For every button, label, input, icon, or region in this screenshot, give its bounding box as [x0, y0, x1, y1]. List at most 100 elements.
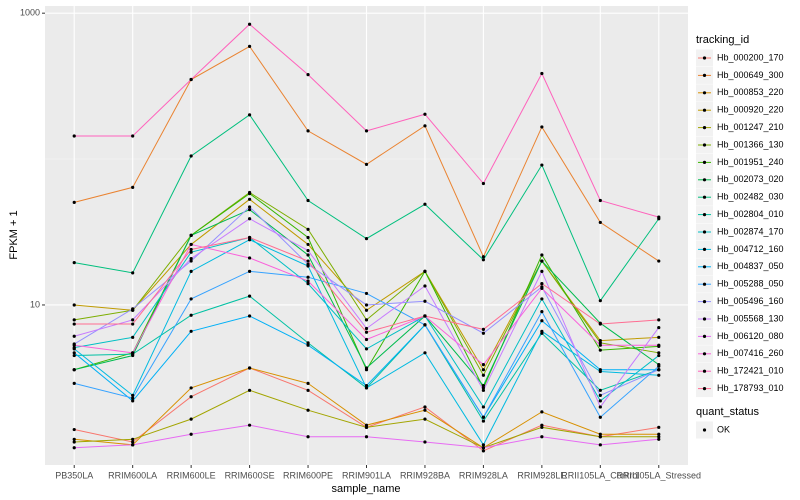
point	[598, 405, 602, 409]
point	[131, 271, 135, 275]
point	[247, 269, 252, 273]
point	[598, 338, 602, 343]
point	[481, 181, 486, 186]
legend-label: Hb_000920_220	[717, 105, 784, 115]
point	[364, 237, 369, 241]
point	[481, 415, 486, 419]
point	[306, 408, 310, 412]
point	[306, 435, 310, 439]
point	[364, 330, 369, 334]
legend-point	[702, 334, 707, 338]
point	[598, 393, 602, 397]
point	[306, 279, 310, 283]
point	[189, 432, 193, 436]
legend-label: Hb_004712_160	[717, 244, 784, 254]
point	[306, 248, 310, 253]
point	[247, 388, 252, 392]
legend-point	[702, 265, 707, 269]
x-tick-label: RRIM928LA	[459, 470, 508, 480]
point	[481, 449, 486, 453]
point	[598, 322, 602, 326]
point	[657, 373, 661, 377]
point	[247, 366, 252, 370]
point	[657, 432, 661, 436]
point	[189, 297, 193, 301]
point	[481, 405, 486, 409]
point	[306, 73, 310, 77]
legend-label: Hb_001951_240	[717, 157, 784, 167]
point	[72, 427, 76, 432]
point	[72, 318, 76, 322]
legend-label: Hb_002073_020	[717, 174, 784, 184]
legend-label: Hb_000853_220	[717, 87, 784, 97]
legend-label: Hb_004837_050	[717, 261, 784, 271]
x-tick-label: RRII105LA_Stressed	[616, 470, 701, 480]
point	[657, 353, 661, 358]
legend-label: Hb_000649_300	[717, 70, 784, 80]
point	[189, 417, 193, 421]
point	[423, 351, 427, 355]
legend-label: Hb_007416_260	[717, 348, 784, 358]
point	[598, 435, 602, 439]
point	[131, 351, 135, 355]
x-tick-label: RRIM928BA	[400, 470, 450, 480]
point	[72, 200, 76, 204]
shape-legend-title: quant_status	[696, 406, 759, 418]
point	[306, 235, 310, 240]
legend-label: Hb_002804_010	[717, 209, 784, 219]
point	[481, 258, 486, 262]
point	[247, 314, 252, 318]
point	[423, 112, 427, 116]
point	[540, 259, 544, 263]
point	[306, 388, 310, 392]
point	[540, 435, 544, 439]
x-tick-label: RRIM600LA	[108, 470, 157, 480]
point	[540, 125, 544, 129]
point	[598, 368, 602, 372]
point	[540, 163, 544, 167]
point	[306, 275, 310, 279]
point	[540, 410, 544, 414]
legend-point	[702, 195, 707, 199]
point	[657, 318, 661, 322]
point	[423, 299, 427, 303]
point	[657, 259, 661, 263]
point	[306, 259, 310, 263]
legend-point	[702, 247, 707, 251]
point	[72, 368, 76, 372]
point	[481, 373, 486, 377]
legend-point	[702, 91, 707, 95]
x-tick-label: RRIM600LE	[167, 470, 216, 480]
point	[247, 208, 252, 212]
point	[423, 440, 427, 444]
x-tick-label: RRIM600SE	[225, 470, 275, 480]
point	[423, 269, 427, 273]
point	[306, 343, 310, 347]
legend-label: Hb_005496_160	[717, 296, 784, 306]
point	[189, 247, 193, 252]
point	[364, 347, 369, 351]
legend-label: Hb_178793_010	[717, 383, 784, 393]
point	[247, 22, 252, 26]
point	[598, 399, 602, 403]
point	[481, 388, 486, 392]
point	[598, 220, 602, 225]
x-tick-label: RRIM901LA	[342, 470, 391, 480]
legend-label: Hb_002874_170	[717, 226, 784, 236]
legend-point	[702, 317, 707, 321]
point	[598, 299, 602, 303]
legend-point	[702, 352, 707, 356]
y-tick-label: 10	[30, 299, 40, 309]
point	[72, 261, 76, 265]
point	[131, 307, 135, 311]
point	[364, 303, 369, 307]
legend-label: Hb_001366_130	[717, 139, 784, 149]
legend-label: OK	[717, 424, 730, 434]
point	[423, 405, 427, 409]
point	[481, 384, 486, 388]
point	[364, 291, 369, 296]
point	[189, 250, 193, 254]
x-tick-label: RRIM600PE	[283, 470, 333, 480]
